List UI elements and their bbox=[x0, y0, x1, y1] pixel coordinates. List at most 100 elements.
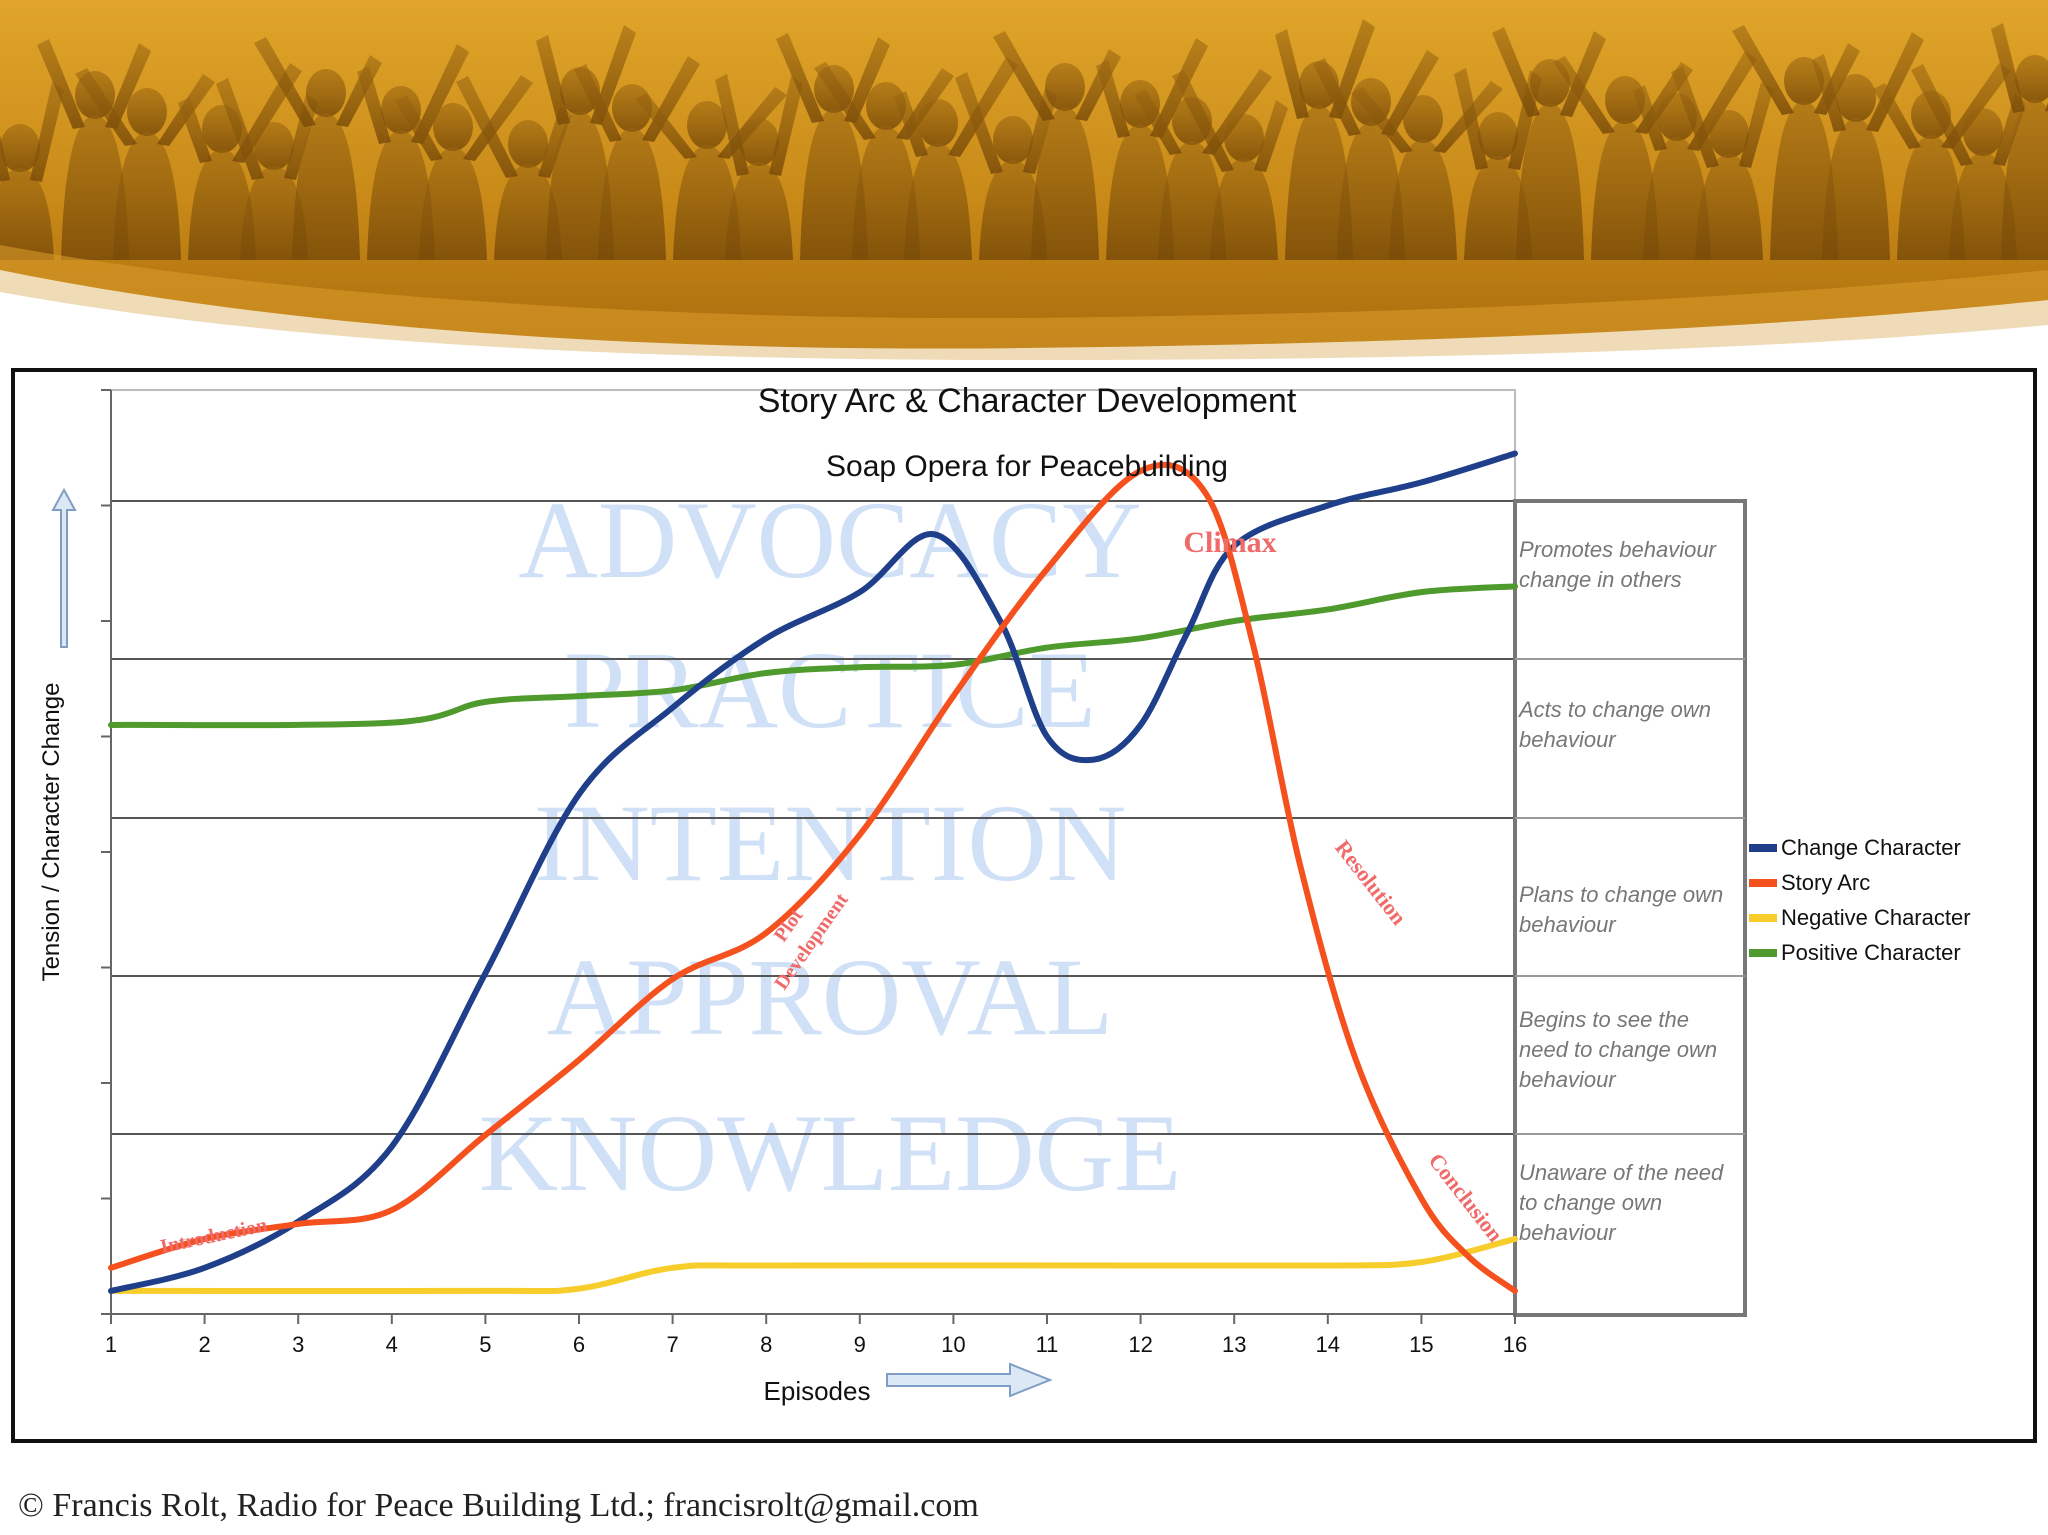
crowd-body bbox=[1285, 105, 1353, 260]
legend-label: Story Arc bbox=[1781, 870, 1870, 895]
crowd-body bbox=[419, 147, 487, 260]
x-tick-label: 15 bbox=[1409, 1332, 1433, 1357]
series-lines bbox=[108, 450, 1518, 1295]
crowd-body bbox=[725, 162, 793, 260]
legend-swatch bbox=[1749, 879, 1777, 887]
crowd-head bbox=[127, 88, 167, 136]
stage-label: Acts to change own behaviour bbox=[1517, 697, 1711, 752]
crowd-body bbox=[546, 111, 614, 260]
crowd-body bbox=[598, 128, 666, 260]
stage-label: Plans to change own behaviour bbox=[1519, 882, 1723, 937]
crowd-body bbox=[1210, 158, 1278, 260]
crowd-arm bbox=[776, 33, 824, 123]
crowd-arm bbox=[254, 37, 316, 127]
crowd-arm bbox=[948, 57, 1018, 157]
crowd-arm bbox=[105, 43, 151, 129]
stage-label: Unaware of the need to change own behaviou… bbox=[1519, 1160, 1724, 1245]
crowd-arm bbox=[1812, 54, 1846, 132]
legend-swatch bbox=[1749, 844, 1777, 852]
x-tick-label: 5 bbox=[479, 1332, 491, 1357]
crowd-head bbox=[433, 103, 473, 151]
crowd-head bbox=[1045, 63, 1085, 111]
y-direction-arrow-icon bbox=[51, 487, 77, 648]
x-tick-label: 4 bbox=[386, 1332, 398, 1357]
stage-label-line: to change own bbox=[1519, 1190, 1662, 1215]
crowd-arm bbox=[30, 82, 64, 182]
x-direction-arrow-icon bbox=[886, 1362, 1053, 1398]
crowd-arm bbox=[769, 76, 803, 176]
crowd-body bbox=[1158, 141, 1226, 260]
y-ticks bbox=[101, 389, 111, 1315]
background-word: ADVOCACY bbox=[518, 479, 1141, 601]
crowd-head bbox=[1605, 76, 1645, 124]
crowd-arm bbox=[0, 134, 10, 182]
crowd-arm bbox=[1096, 60, 1130, 138]
crowd-body bbox=[1106, 124, 1174, 260]
crowd-arm bbox=[75, 68, 137, 146]
crowd-body bbox=[188, 149, 256, 260]
crowd-body bbox=[1464, 156, 1532, 260]
gridlines bbox=[111, 500, 1515, 1135]
crowd-body bbox=[904, 143, 972, 260]
crowd-arm bbox=[178, 97, 212, 163]
crowd-arm bbox=[814, 62, 876, 140]
crowd-head bbox=[2015, 55, 2048, 103]
crowd-arm bbox=[844, 37, 890, 123]
series-line-negative-character bbox=[108, 1235, 1518, 1295]
crowd-head bbox=[687, 101, 727, 149]
legend-label: Negative Character bbox=[1781, 905, 1971, 930]
crowd-head bbox=[1224, 114, 1264, 162]
crowd-head bbox=[993, 116, 1033, 164]
crowd-arm bbox=[1313, 58, 1361, 136]
crowd-arm bbox=[411, 44, 469, 144]
crowd-body bbox=[494, 164, 562, 260]
crowd-head bbox=[1403, 95, 1443, 143]
crowd-arm bbox=[395, 95, 443, 161]
crowd-arm bbox=[463, 75, 533, 161]
crowd-arm bbox=[1941, 63, 2011, 149]
crowd-body bbox=[1949, 152, 2017, 260]
x-tick-label: 1 bbox=[105, 1332, 117, 1357]
crowd-head bbox=[254, 122, 294, 170]
crowd-head bbox=[1963, 108, 2003, 156]
crowd-head bbox=[1709, 110, 1749, 158]
crowd-body bbox=[0, 168, 54, 260]
crowd-body bbox=[292, 113, 360, 260]
crowd-arm bbox=[1671, 66, 1719, 168]
story-arc-chart: ADVOCACYPRACTICEINTENTIONAPPROVALKNOWLED… bbox=[38, 382, 1971, 1406]
x-tick-label: 16 bbox=[1503, 1332, 1527, 1357]
copyright-footer: © Francis Rolt, Radio for Peace Building… bbox=[18, 1487, 979, 1524]
crowd-arm bbox=[1275, 29, 1309, 119]
crowd-body bbox=[113, 132, 181, 260]
crowd-body bbox=[979, 160, 1047, 260]
stage-label: Begins to see the need to change own behav… bbox=[1519, 1007, 1717, 1092]
x-ticks: 1 2 3 4 5 6 7 8 9 10 11 12 13 14 15 16 bbox=[105, 1314, 1527, 1357]
stage-label-line: behaviour bbox=[1519, 727, 1617, 752]
crowd-arm bbox=[894, 91, 928, 157]
crowd-arm bbox=[955, 72, 1003, 174]
stage-label-line: Acts to change own bbox=[1517, 697, 1711, 722]
stage-label-line: Begins to see the bbox=[1519, 1007, 1689, 1032]
background-word: KNOWLEDGE bbox=[479, 1092, 1182, 1214]
stage-label-line: behaviour bbox=[1519, 1067, 1617, 1092]
x-tick-label: 10 bbox=[941, 1332, 965, 1357]
crowd-body bbox=[367, 130, 435, 260]
x-tick-label: 2 bbox=[198, 1332, 210, 1357]
plot-area bbox=[110, 389, 1516, 1315]
crowd-body bbox=[1822, 118, 1890, 260]
crowd-head bbox=[306, 69, 346, 117]
crowd-arm bbox=[456, 76, 518, 178]
crowd-body bbox=[673, 145, 741, 260]
crowd-body bbox=[1389, 139, 1457, 260]
crowd-arm bbox=[1560, 31, 1606, 117]
crowd-body bbox=[1031, 107, 1099, 260]
crowd-body bbox=[1516, 103, 1584, 260]
crowd-body bbox=[1591, 120, 1659, 260]
legend-swatch bbox=[1749, 949, 1777, 957]
crowd-arm bbox=[1381, 50, 1439, 136]
stage-label-line: change in others bbox=[1519, 567, 1682, 592]
crowd-arm bbox=[216, 78, 264, 180]
crowd-arm bbox=[635, 93, 697, 159]
stage-label-line: need to change own bbox=[1519, 1037, 1717, 1062]
stage-label-line: behaviour bbox=[1519, 912, 1617, 937]
